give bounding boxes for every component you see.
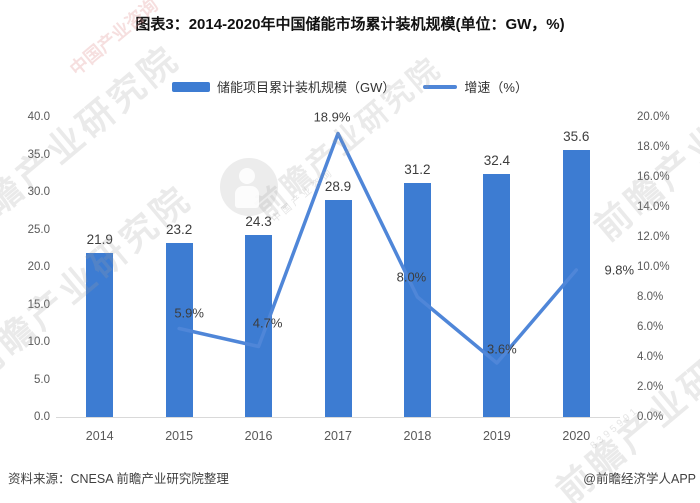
- y-axis-right-tick: 12.0%: [637, 231, 670, 243]
- y-axis-left-tick: 25.0: [27, 223, 50, 236]
- x-axis-tick: 2018: [403, 429, 432, 443]
- x-axis-tick: 2015: [165, 429, 194, 443]
- y-axis-right-tick: 16.0%: [637, 171, 670, 183]
- bar-2020: [562, 150, 590, 417]
- y-axis-right-tick: 6.0%: [637, 321, 664, 333]
- legend-item-line: 增速（%）: [423, 77, 528, 96]
- bar-value-label: 24.3: [245, 213, 272, 229]
- bar-value-label: 35.6: [563, 129, 590, 144]
- y-axis-right-tick: 18.0%: [637, 141, 670, 153]
- x-axis-tick: 2014: [85, 429, 114, 443]
- y-axis-right-tick: 20.0%: [637, 111, 670, 123]
- bar-value-label: 31.2: [404, 162, 431, 177]
- y-axis-left-tick: 10.0: [27, 336, 50, 348]
- y-axis-left-tick: 40.0: [27, 111, 50, 123]
- y-axis-right-tick: 2.0%: [637, 381, 664, 393]
- x-axis-tick: 2019: [482, 429, 511, 443]
- y-axis-right-tick: 10.0%: [637, 261, 670, 273]
- legend: 储能项目累计装机规模（GW） 增速（%）: [0, 77, 700, 96]
- line-value-label: 9.8%: [604, 262, 635, 278]
- legend-bar-swatch: [172, 81, 211, 92]
- legend-item-bar: 储能项目累计装机规模（GW）: [172, 77, 395, 96]
- y-axis-right-tick: 0.0%: [637, 411, 664, 423]
- y-axis-right-tick: 4.0%: [637, 351, 664, 363]
- x-axis-tick: 2016: [244, 429, 273, 443]
- bar-value-label: 28.9: [324, 179, 352, 195]
- credit-text: @前瞻经济学人APP: [583, 472, 696, 486]
- source-text: 资料来源：CNESA 前瞻产业研究院整理: [8, 472, 229, 486]
- line-value-label: 5.9%: [174, 305, 204, 320]
- y-axis-left-tick: 15.0: [27, 298, 50, 311]
- y-axis-right-tick: 14.0%: [637, 201, 670, 213]
- bar-value-label: 23.2: [166, 222, 193, 237]
- x-axis-line: [56, 417, 620, 418]
- line-value-label: 3.6%: [487, 341, 517, 357]
- bar-2017: [324, 200, 352, 417]
- y-axis-right-tick: 8.0%: [637, 291, 664, 303]
- footer: 资料来源：CNESA 前瞻产业研究院整理 @前瞻经济学人APP: [8, 468, 696, 487]
- chart-title: 图表3：2014-2020年中国储能市场累计装机规模(单位：GW，%): [135, 16, 565, 33]
- line-value-label: 18.9%: [313, 109, 351, 124]
- y-axis-left-tick: 20.0: [27, 261, 50, 273]
- y-axis-left-tick: 35.0: [27, 148, 50, 161]
- y-axis-left-tick: 5.0: [34, 373, 50, 386]
- y-axis-left-tick: 0.0: [34, 411, 50, 423]
- bar-value-label: 32.4: [483, 153, 510, 168]
- legend-line-swatch: [423, 84, 458, 89]
- bar-2019: [483, 174, 511, 417]
- line-value-label: 4.7%: [252, 315, 283, 330]
- x-axis-tick: 2020: [562, 429, 591, 443]
- legend-line-label: 增速（%）: [464, 80, 528, 95]
- line-value-label: 8.0%: [396, 269, 427, 285]
- legend-bar-label: 储能项目累计装机规模（GW）: [217, 80, 396, 95]
- y-axis-left-tick: 30.0: [27, 186, 50, 198]
- bar-2014: [86, 252, 114, 417]
- bar-value-label: 21.9: [86, 231, 113, 247]
- bar-2018: [403, 183, 431, 417]
- x-axis-tick: 2017: [324, 429, 352, 443]
